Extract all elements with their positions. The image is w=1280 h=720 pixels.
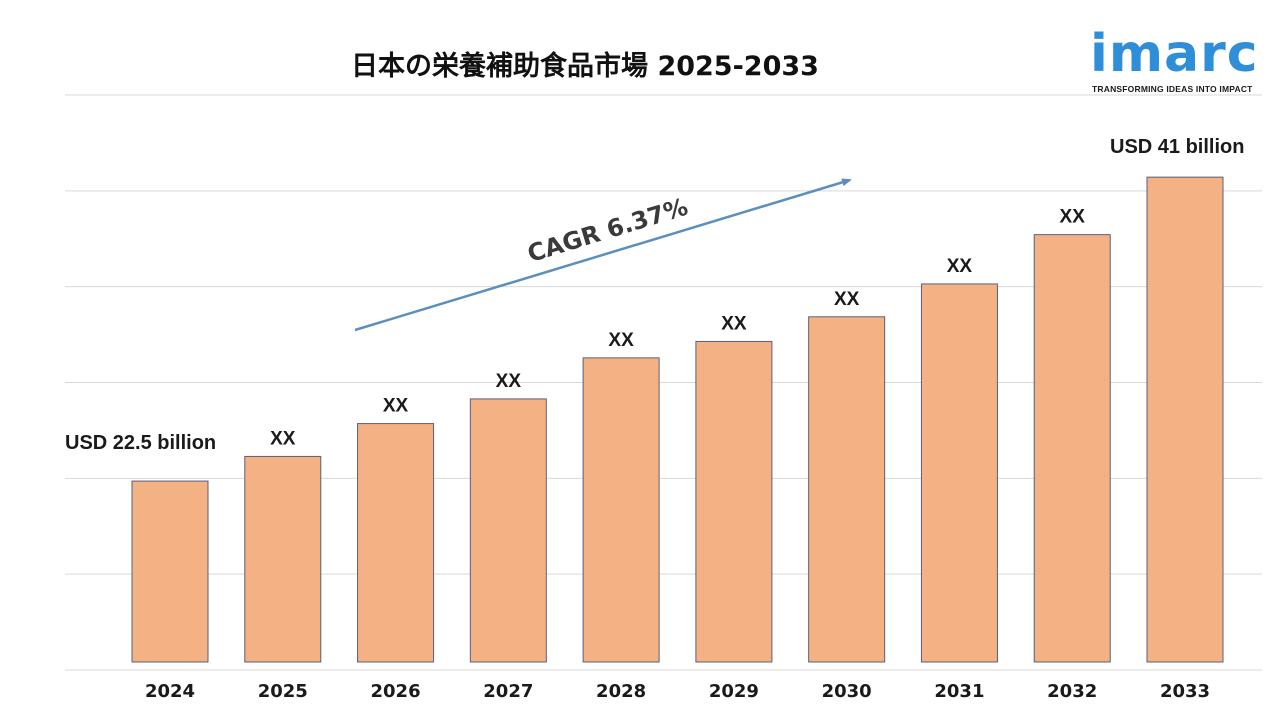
- bar-value-label: USD 41 billion: [1110, 136, 1244, 158]
- x-tick-label: 2028: [596, 681, 646, 702]
- x-tick-label: 2024: [145, 681, 195, 702]
- bar: [469, 398, 547, 663]
- cagr-arrow: CAGR 6.37%: [354, 178, 852, 332]
- cagr-arrow-line: [354, 178, 852, 332]
- chart-title: 日本の栄養補助食品市場 2025-2033: [351, 51, 819, 82]
- x-tick-label: 2033: [1160, 681, 1210, 702]
- bar-value-label: XX: [947, 256, 973, 277]
- bar: [695, 340, 773, 663]
- bar: [808, 316, 886, 663]
- logo-tagline: TRANSFORMING IDEAS INTO IMPACT: [1092, 84, 1253, 94]
- bar-value-label: XX: [496, 371, 522, 392]
- x-tick-label: 2032: [1047, 681, 1097, 702]
- x-tick-label: 2031: [934, 681, 984, 702]
- x-tick-label: 2025: [258, 681, 308, 702]
- data-labels: USD 22.5 billion XX XX XX XX XX XX XX XX USD 41 b…: [65, 136, 1244, 454]
- x-tick-label: 2027: [483, 681, 533, 702]
- bar-value-label: XX: [834, 289, 860, 310]
- logo-wordmark: imarc: [1090, 24, 1259, 84]
- bar: [244, 455, 322, 663]
- bar-value-label: USD 22.5 billion: [65, 432, 216, 454]
- bar: [1033, 234, 1111, 663]
- bar-value-label: XX: [383, 396, 409, 417]
- bar-value-label: XX: [608, 330, 634, 351]
- bar: [920, 283, 998, 663]
- bar-value-label: XX: [270, 428, 296, 449]
- x-tick-label: 2029: [709, 681, 759, 702]
- bar: [357, 423, 435, 663]
- bar-value-label: XX: [1060, 207, 1086, 228]
- x-tick-label: 2030: [822, 681, 872, 702]
- bar: [1146, 176, 1224, 663]
- bar-value-label: XX: [721, 313, 747, 334]
- x-tick-labels: 2024 2025 2026 2027 2028 2029 2030 2031 2032 2033: [145, 681, 1210, 702]
- bar: [131, 480, 209, 663]
- cagr-annotation: CAGR 6.37%: [524, 193, 691, 268]
- x-tick-label: 2026: [371, 681, 421, 702]
- imarc-logo: imarc TRANSFORMING IDEAS INTO IMPACT: [1088, 22, 1268, 98]
- bars: [131, 176, 1224, 663]
- bar: [582, 357, 660, 663]
